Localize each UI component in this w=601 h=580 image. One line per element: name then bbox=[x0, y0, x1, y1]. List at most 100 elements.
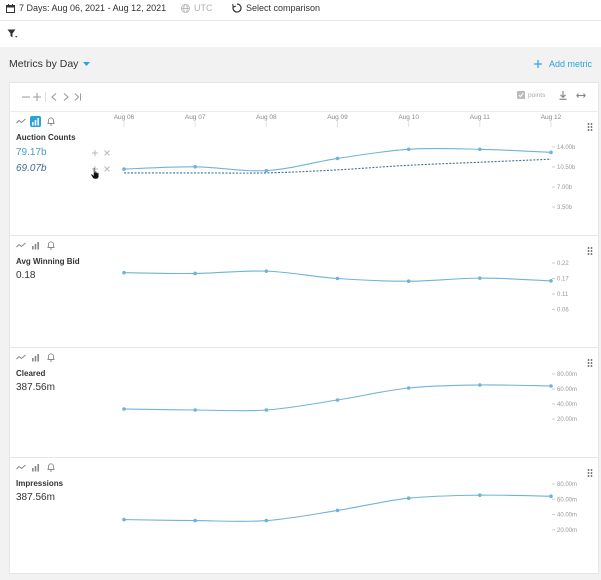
line-chart-icon[interactable] bbox=[15, 352, 26, 363]
add-metric-label: Add metric bbox=[548, 59, 592, 69]
top-bar: 7 Days: Aug 06, 2021 - Aug 12, 2021 UTC … bbox=[0, 0, 601, 20]
data-point bbox=[193, 518, 197, 523]
drag-handle-icon[interactable] bbox=[587, 242, 593, 255]
metrics-title: Metrics by Day bbox=[9, 58, 79, 70]
x-axis-tick-label: Aug 07 bbox=[185, 114, 206, 121]
data-point bbox=[122, 167, 126, 171]
remove-series-icon-top[interactable] bbox=[103, 149, 111, 157]
chart-cleared: 80.00m 60.00m 40.00m 20.00m bbox=[122, 372, 577, 423]
download-icon[interactable] bbox=[559, 91, 567, 100]
bell-icon[interactable] bbox=[45, 462, 56, 473]
data-point bbox=[406, 386, 411, 390]
y-axis-tick-label: 20.00m bbox=[557, 528, 577, 534]
zoom-in-icon[interactable] bbox=[33, 93, 41, 101]
timezone-label: UTC bbox=[194, 3, 213, 13]
metrics-header: Metrics by Day Add metric bbox=[0, 52, 601, 78]
chart-row-avg-winning-bid: Avg Winning Bid 0.18 0.22 0.17 0.11 0.06 bbox=[10, 235, 598, 348]
chart-type-toggle bbox=[15, 116, 56, 127]
y-axis-tick-label: 14.00b bbox=[557, 145, 576, 151]
data-point bbox=[193, 165, 197, 169]
data-point bbox=[335, 276, 340, 281]
line-chart-icon[interactable] bbox=[15, 116, 26, 127]
comparison-selector[interactable]: Select comparison bbox=[232, 3, 320, 13]
data-point bbox=[406, 279, 411, 284]
bell-icon[interactable] bbox=[45, 240, 56, 251]
chart-impressions: 80.00m 60.00m 40.00m 20.00m bbox=[122, 482, 577, 534]
y-axis-tick-label: 20.00m bbox=[557, 417, 577, 423]
data-point bbox=[549, 494, 553, 498]
chart-type-toggle bbox=[15, 240, 56, 251]
caret-down-icon bbox=[83, 61, 91, 67]
points-toggle[interactable]: points bbox=[517, 91, 545, 99]
comparison-label: Select comparison bbox=[246, 3, 321, 13]
x-axis-tick-label: Aug 12 bbox=[541, 114, 562, 121]
chevron-left-icon[interactable] bbox=[51, 93, 57, 101]
drag-handle-icon[interactable] bbox=[587, 354, 593, 367]
data-point bbox=[122, 517, 126, 522]
x-axis-tick-label: Aug 06 bbox=[114, 114, 135, 121]
skip-to-end-icon[interactable] bbox=[74, 93, 82, 101]
data-point bbox=[122, 270, 126, 275]
line-chart-icon[interactable] bbox=[15, 240, 26, 251]
chevron-right-icon[interactable] bbox=[63, 93, 69, 101]
bar-chart-icon[interactable] bbox=[30, 240, 41, 251]
data-point bbox=[406, 147, 411, 152]
bell-icon[interactable] bbox=[45, 352, 56, 363]
filter-icon[interactable] bbox=[7, 29, 18, 39]
remove-series-icon[interactable] bbox=[103, 165, 111, 173]
toolbar-divider bbox=[45, 92, 46, 102]
calendar-icon bbox=[6, 3, 15, 13]
chart-type-toggle bbox=[15, 352, 56, 363]
bell-icon[interactable] bbox=[45, 116, 56, 127]
line-chart-icon[interactable] bbox=[15, 462, 26, 473]
metric-title: Cleared bbox=[16, 369, 46, 378]
date-range-label: 7 Days: Aug 06, 2021 - Aug 12, 2021 bbox=[19, 3, 167, 13]
y-axis-tick-label: 3.50b bbox=[557, 205, 573, 211]
data-point bbox=[478, 383, 482, 387]
chart-row-cleared: Cleared 387.56m 80.00m 60.00m 40.00m 20.00m bbox=[10, 347, 598, 458]
hand-cursor-icon bbox=[90, 167, 101, 180]
data-point bbox=[549, 384, 553, 388]
globe-icon bbox=[181, 3, 190, 13]
add-metric-button[interactable]: Add metric bbox=[533, 59, 592, 69]
data-point bbox=[335, 508, 340, 513]
points-label: points bbox=[528, 91, 546, 99]
data-point bbox=[335, 156, 340, 161]
data-point bbox=[122, 407, 126, 411]
data-point bbox=[549, 279, 553, 283]
metric-value-current: 0.18 bbox=[16, 270, 36, 281]
date-range-picker[interactable]: 7 Days: Aug 06, 2021 - Aug 12, 2021 bbox=[6, 3, 166, 13]
zoom-out-icon[interactable] bbox=[22, 93, 30, 101]
metric-title: Auction Counts bbox=[16, 133, 76, 142]
x-axis-tick-label: Aug 09 bbox=[327, 114, 348, 121]
drag-handle-icon[interactable] bbox=[587, 464, 593, 477]
chart-auction-counts: Aug 06 Aug 07 Aug 08 Aug 09 Aug 10 Aug 11 Aug … bbox=[114, 114, 576, 211]
timezone-selector[interactable]: UTC bbox=[181, 3, 213, 13]
bar-chart-icon[interactable] bbox=[30, 116, 41, 127]
y-axis-tick-label: 10.50b bbox=[557, 165, 576, 171]
metric-title: Avg Winning Bid bbox=[16, 257, 80, 266]
add-series-icon-top[interactable] bbox=[91, 149, 99, 157]
data-point bbox=[193, 271, 197, 276]
data-point bbox=[264, 168, 269, 173]
expand-width-icon[interactable] bbox=[576, 92, 586, 99]
series-line bbox=[123, 384, 552, 412]
data-point bbox=[264, 269, 269, 273]
y-axis-tick-label: 60.00m bbox=[557, 497, 577, 503]
y-axis-tick-label: 0.06 bbox=[557, 308, 569, 314]
bar-chart-icon[interactable] bbox=[30, 352, 41, 363]
y-axis-tick-label: 0.11 bbox=[557, 292, 569, 298]
y-axis-tick-label: 60.00m bbox=[557, 387, 577, 393]
x-axis-tick-label: Aug 10 bbox=[398, 114, 419, 121]
data-point bbox=[549, 150, 553, 155]
metrics-view-dropdown[interactable]: Metrics by Day bbox=[9, 58, 91, 70]
drag-handle-icon[interactable] bbox=[587, 118, 593, 131]
data-point bbox=[478, 147, 482, 152]
y-axis-tick-label: 40.00m bbox=[557, 402, 577, 408]
chart-type-toggle bbox=[15, 462, 56, 473]
data-point bbox=[264, 408, 269, 412]
bar-chart-icon[interactable] bbox=[30, 462, 41, 473]
data-point bbox=[478, 493, 482, 497]
plus-icon bbox=[533, 60, 542, 68]
chart-toolbar: points bbox=[10, 83, 598, 112]
